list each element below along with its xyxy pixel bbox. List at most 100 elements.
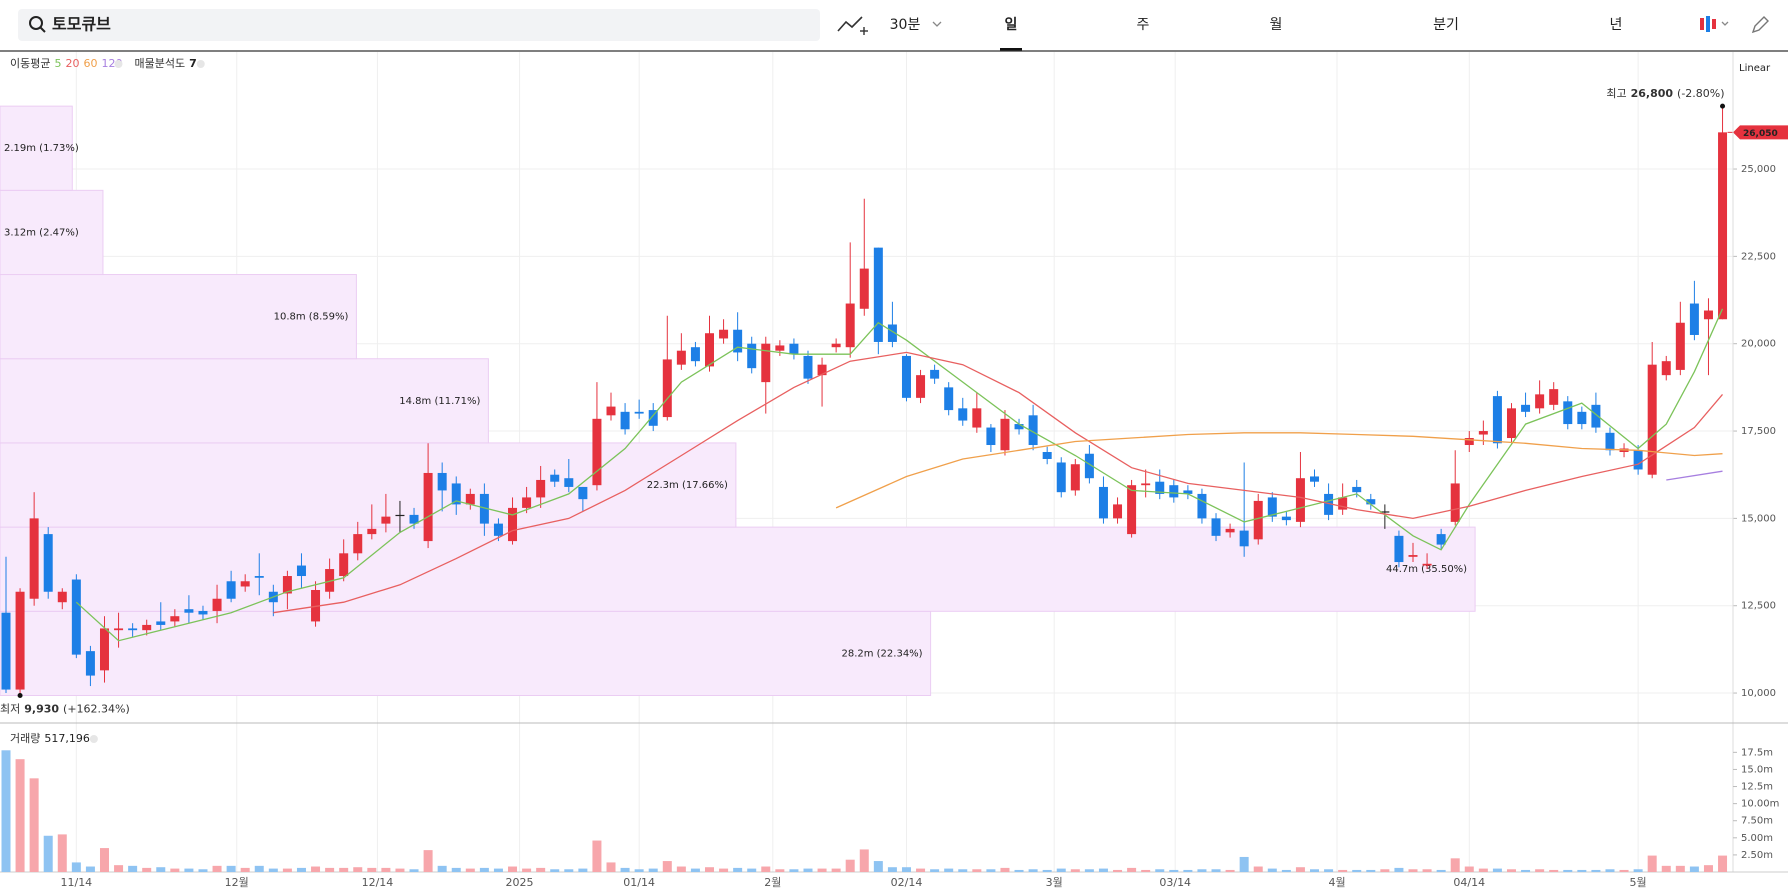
candle-body [1113,504,1123,519]
candle-body [873,247,883,342]
volume-bar [1324,869,1334,872]
candle-body [1605,432,1615,451]
volume-bar [1366,869,1376,872]
profile-label: 3.12m (2.47%) [4,227,79,238]
volume-bar [1718,855,1728,872]
candle-body [1239,530,1249,547]
high-change: (-2.80%) [1677,87,1725,100]
candle-body [1478,431,1488,435]
volume-bar [536,867,546,872]
draw-icon[interactable] [1751,16,1769,34]
volume-bar [550,869,560,872]
close-icon[interactable] [89,735,98,743]
volume-bar [887,867,897,872]
search-text[interactable]: 토모큐브 [52,15,111,34]
volume-bar [1549,869,1559,872]
profile-label: 14.8m (11.71%) [399,396,480,407]
volume-bar [1380,869,1390,872]
volume-bar [437,865,447,872]
plot-area: 11/14 12월 12/14 2025 01/14 2월 02/14 3월 03/14 4월 04… [0,52,1788,889]
volume-bar [1127,867,1137,872]
profile-bar [0,105,73,191]
volume-bar [1225,869,1235,872]
candle-body [1000,418,1010,451]
candle-body [1703,310,1713,320]
volume-bar [1506,869,1516,872]
low-marker [17,692,23,698]
candle-body [1028,415,1038,446]
x-tick-label: 4월 [1328,876,1345,889]
candle-body [550,474,560,482]
candle-body [1647,364,1657,475]
volume-bar [142,867,152,872]
x-tick-label: 12/14 [362,876,394,889]
interval-tab[interactable]: 일 [1005,17,1018,33]
indicator-icon[interactable] [837,16,863,32]
candle-body [1380,511,1390,513]
volume-bar [1,750,11,872]
candle-body [1141,483,1151,486]
interval-tab[interactable]: 월 [1270,17,1283,33]
volume-bar [1028,869,1038,872]
volume-bar [1155,869,1165,872]
chart-type-icon[interactable] [1700,18,1704,30]
volume-bar [1056,868,1066,872]
volume-bar [1070,869,1080,872]
candle-body [1394,535,1404,563]
interval-tab[interactable]: 년 [1610,17,1623,33]
close-icon[interactable] [114,60,123,68]
volume-bar [1352,869,1362,872]
candle-body [29,518,39,599]
candle-body [733,329,743,353]
volume-bar [930,869,940,872]
low-value: 9,930 [24,702,59,715]
candle-body [325,569,335,592]
low-label: 최저 9,930 (+162.34%) [0,702,130,715]
volume-y-tick-label: 5.00m [1741,833,1773,844]
candle-body [1042,452,1052,459]
search-box[interactable] [18,9,820,41]
candle-body [71,579,81,655]
volume-bar [1408,869,1418,872]
candle-body [423,472,433,542]
volume-bar [958,869,968,872]
volume-bar [901,867,911,872]
candle-body [1549,389,1559,405]
chevron [932,21,942,27]
interval-tabs: 30분 일 주 월 분기 년 [890,17,1623,51]
interval-tab[interactable]: 분기 [1433,17,1459,33]
candle-body [648,410,658,426]
profile-label: 28.2m (22.34%) [841,648,922,659]
profile-bar [0,274,357,360]
ma-legend-label: 이동평균 [10,57,50,70]
interval-tab[interactable]: 주 [1137,17,1150,33]
volume-bar [1253,866,1263,872]
volume-bar [184,868,194,872]
candle-body [339,553,349,577]
candle-body [240,581,250,587]
candle-body [395,514,405,517]
candle-body [451,483,461,505]
volume-bar [1591,869,1601,872]
candle-body [1281,516,1291,521]
volume-bar [592,840,602,872]
candle-body [1492,396,1502,444]
interval-tab[interactable]: 30분 [890,17,921,33]
candle-body [845,303,855,348]
x-tick-label: 5월 [1630,876,1647,889]
ma-legend-item: 20 [65,57,79,70]
candle-body [564,478,574,487]
volume-bar [325,867,335,872]
candle-body [156,621,166,625]
close-icon[interactable] [196,60,205,68]
candle-body [719,329,729,339]
candle-body [1450,483,1460,522]
candle-body [1014,424,1024,430]
candle-body [1577,411,1587,425]
volume-bar [1675,865,1685,872]
candle-body [1661,361,1671,376]
candle-body [226,581,236,599]
volume-bar [676,866,686,872]
candle-body [578,486,588,500]
volume-bar [1183,869,1193,872]
